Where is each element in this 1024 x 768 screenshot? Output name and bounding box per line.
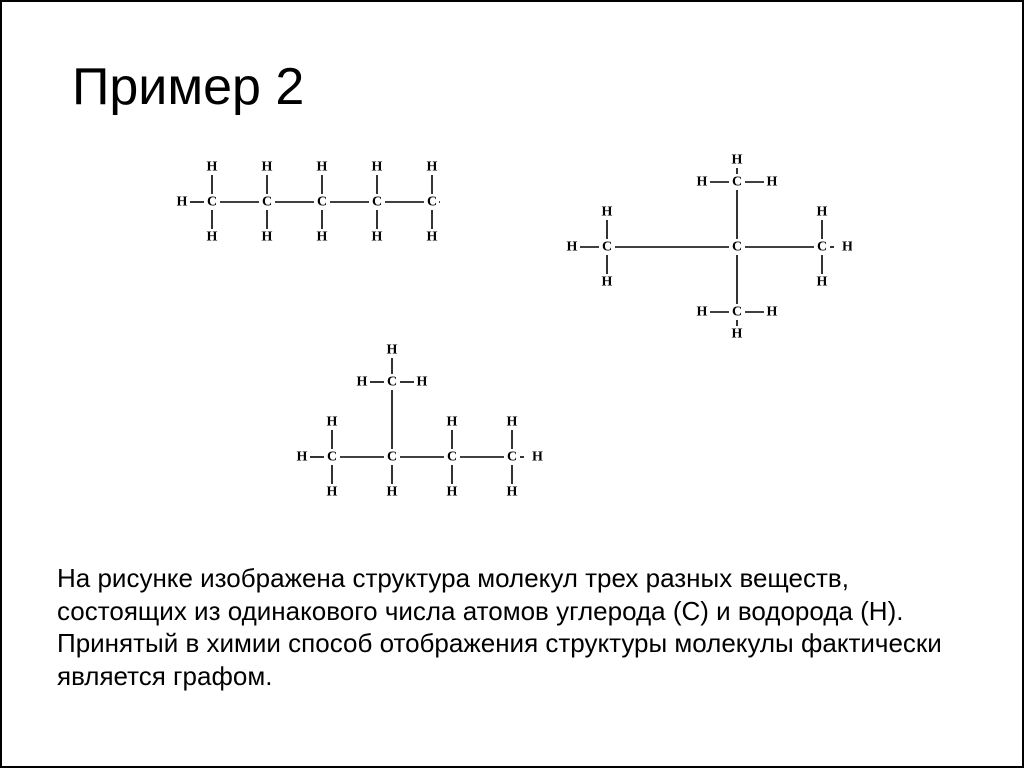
atom-label: H xyxy=(387,343,398,358)
atom-label: C xyxy=(427,195,437,210)
atom-label: H xyxy=(767,175,778,190)
atom-label: H xyxy=(427,230,438,245)
atom-label: H xyxy=(262,160,273,175)
atom-label: H xyxy=(262,230,273,245)
atom-label: H xyxy=(207,160,218,175)
molecule-pentane: CCCCCHHHHHHHHHHHH xyxy=(157,147,447,257)
atom-label: C xyxy=(732,175,742,190)
atom-label: C xyxy=(447,450,457,465)
atom-label: H xyxy=(177,195,188,210)
atom-label: H xyxy=(417,375,428,390)
atom-label: H xyxy=(317,160,328,175)
atom-label: C xyxy=(262,195,272,210)
atom-label: C xyxy=(602,240,612,255)
atom-label: H xyxy=(327,485,338,500)
atom-label: C xyxy=(317,195,327,210)
atom-label: H xyxy=(372,160,383,175)
atom-label: H xyxy=(297,450,308,465)
atom-label: C xyxy=(507,450,517,465)
atom-label: H xyxy=(602,205,613,220)
atom-label: H xyxy=(842,240,852,255)
atom-label: H xyxy=(387,485,398,500)
atom-label: H xyxy=(732,153,743,168)
atom-label: H xyxy=(507,485,518,500)
atom-label: H xyxy=(427,160,438,175)
atom-label: H xyxy=(697,175,708,190)
atom-label: C xyxy=(207,195,217,210)
atom-label: H xyxy=(207,230,218,245)
atom-label: C xyxy=(387,375,397,390)
atom-label: H xyxy=(817,205,828,220)
atom-label: H xyxy=(357,375,368,390)
molecule-isopentane: CCCCCHHHHHHHHHHHH xyxy=(277,322,567,512)
atom-label: H xyxy=(372,230,383,245)
atom-label: H xyxy=(447,415,458,430)
atom-label: C xyxy=(387,450,397,465)
atom-label: H xyxy=(317,230,328,245)
atom-label: C xyxy=(817,240,827,255)
atom-label: C xyxy=(327,450,337,465)
atom-label: H xyxy=(447,485,458,500)
body-paragraph: На рисунке изображена структура молекул … xyxy=(57,562,967,692)
atom-label: H xyxy=(732,327,743,342)
atom-label: H xyxy=(507,415,518,430)
atom-label: H xyxy=(567,240,578,255)
slide-title: Пример 2 xyxy=(72,57,304,117)
atom-label: C xyxy=(732,305,742,320)
atom-label: H xyxy=(817,275,828,290)
atom-label: C xyxy=(372,195,382,210)
atom-label: H xyxy=(767,305,778,320)
slide: Пример 2 CCCCCHHHHHHHHHHHH CCCCCHHHHHHHH… xyxy=(0,0,1024,768)
atom-label: H xyxy=(327,415,338,430)
molecule-neopentane: CCCCCHHHHHHHHHHHH xyxy=(542,152,852,342)
atom-label: H xyxy=(602,275,613,290)
atom-label: H xyxy=(532,450,543,465)
atom-label: C xyxy=(732,240,742,255)
atom-label: H xyxy=(697,305,708,320)
